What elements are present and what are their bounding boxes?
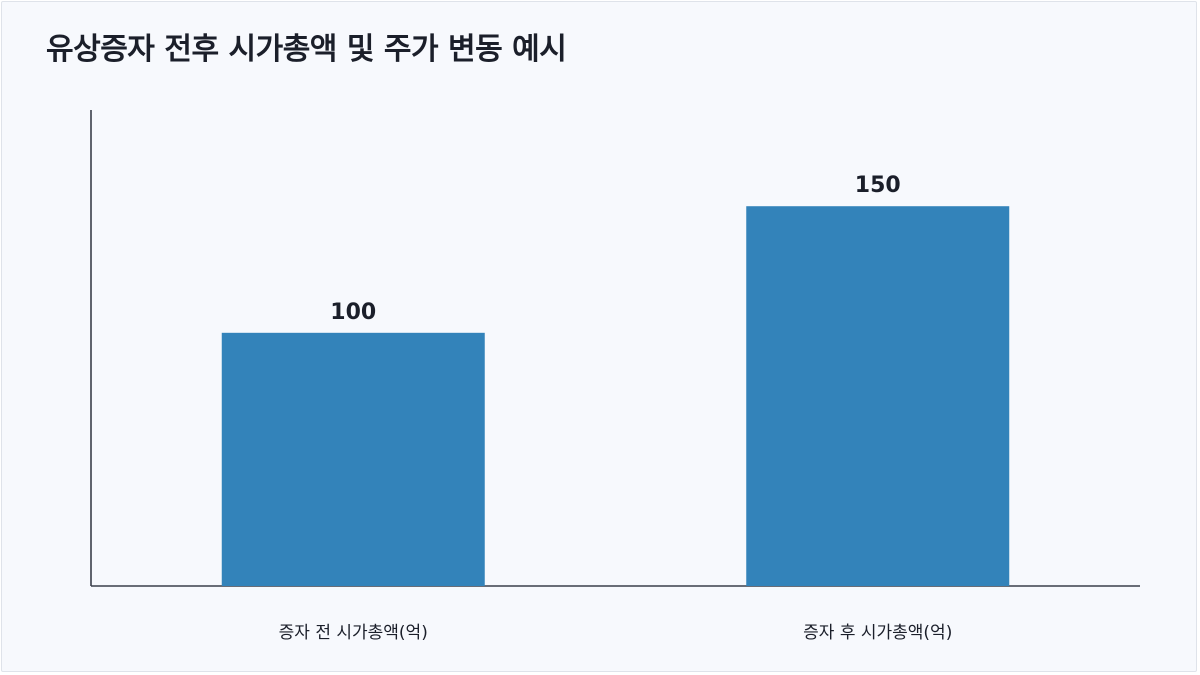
category-label-0: 증자 전 시가총액(억) [279,623,428,643]
chart-title: 유상증자 전후 시가총액 및 주가 변동 예시 [46,32,567,67]
value-label-1: 150 [855,173,901,198]
bar-1 [746,206,1010,586]
category-label-1: 증자 후 시가총액(억) [803,623,952,643]
value-label-0: 100 [330,300,376,325]
bar-0 [221,332,485,586]
chart-marks: 100 증자 전 시가총액(억) 150 증자 후 시가총액(억) [221,173,1010,643]
